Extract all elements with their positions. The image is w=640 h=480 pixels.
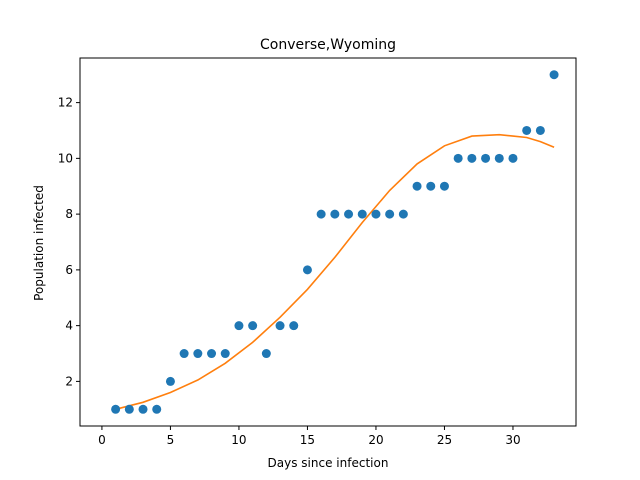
plot-area [111, 70, 559, 414]
y-tick-label: 4 [65, 319, 73, 333]
data-point [535, 125, 545, 135]
data-point [207, 349, 217, 359]
data-point [508, 153, 518, 163]
x-tick-label: 15 [300, 433, 315, 447]
x-tick-label: 25 [437, 433, 452, 447]
y-tick-label: 6 [65, 263, 73, 277]
data-point [398, 209, 408, 219]
data-point [494, 153, 504, 163]
data-point [426, 181, 436, 191]
data-point [152, 404, 162, 414]
data-point [330, 209, 340, 219]
data-point [549, 70, 559, 80]
data-point [193, 349, 203, 359]
data-point [481, 153, 491, 163]
data-point [439, 181, 449, 191]
data-point [111, 404, 121, 414]
x-tick-label: 0 [98, 433, 106, 447]
data-point [275, 321, 285, 331]
y-axis-label: Population infected [32, 185, 46, 301]
chart-title: Converse,Wyoming [260, 37, 396, 53]
x-tick-label: 10 [231, 433, 246, 447]
x-tick-label: 5 [167, 433, 175, 447]
data-point [165, 376, 175, 386]
x-tick-label: 20 [368, 433, 383, 447]
axes: 0 5 10 15 20 25 30 2 4 6 8 10 12 [58, 57, 577, 447]
data-point [302, 265, 312, 275]
data-point [179, 349, 189, 359]
data-point [234, 321, 244, 331]
data-point [357, 209, 367, 219]
data-point [220, 349, 230, 359]
data-point [412, 181, 422, 191]
y-tick-label: 2 [65, 374, 73, 388]
y-tick-label: 8 [65, 207, 73, 221]
data-point [344, 209, 354, 219]
data-point [371, 209, 381, 219]
data-point [138, 404, 148, 414]
y-tick-label: 12 [58, 96, 73, 110]
fit-curve-line [115, 133, 555, 411]
data-point [124, 404, 134, 414]
data-point [316, 209, 326, 219]
data-point [453, 153, 463, 163]
plot-frame [79, 57, 577, 427]
data-point [385, 209, 395, 219]
data-point [522, 125, 532, 135]
x-tick-label: 30 [505, 433, 520, 447]
data-point [467, 153, 477, 163]
x-axis-label: Days since infection [268, 456, 389, 470]
y-tick-label: 10 [58, 151, 73, 165]
data-point [289, 321, 299, 331]
data-point [248, 321, 258, 331]
data-point [261, 349, 271, 359]
